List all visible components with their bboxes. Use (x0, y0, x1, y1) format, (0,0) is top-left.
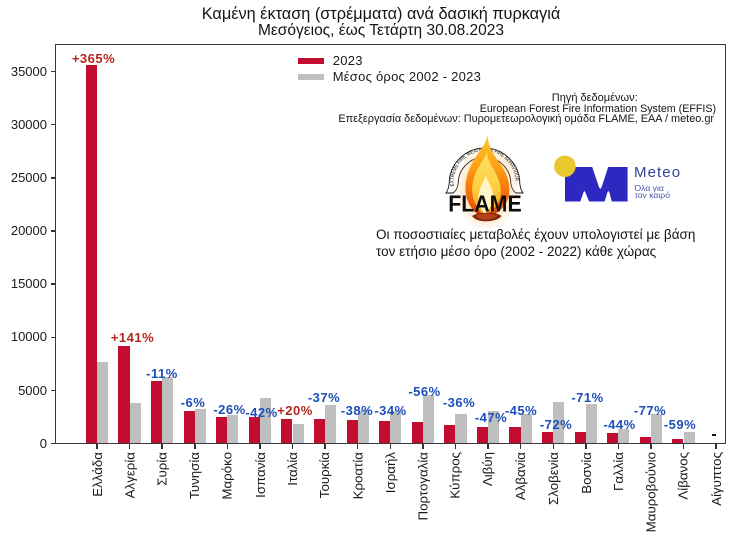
svg-text:FLAME: FLAME (448, 191, 522, 217)
